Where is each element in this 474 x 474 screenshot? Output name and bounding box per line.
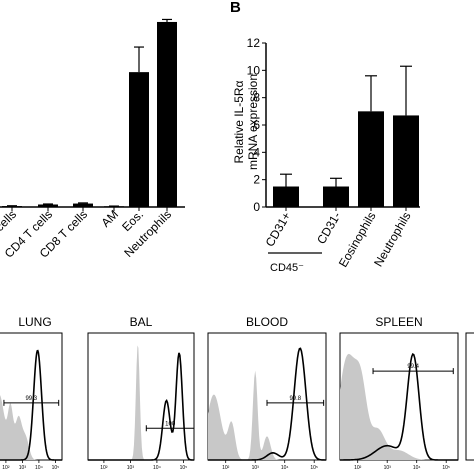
histogram-x-tick-label: 10⁴ [35, 465, 43, 471]
histogram-title: BLOOD [246, 315, 288, 329]
panel-b-category-label: CD31- [314, 210, 343, 247]
gate-value: 99.4 [407, 364, 419, 370]
panel-b-y-tick-label: 0 [253, 200, 260, 214]
panel-b-bar [393, 115, 419, 207]
panel-b-bar [273, 186, 299, 207]
histogram-x-tick-label: 10⁵ [442, 465, 450, 471]
histogram-x-tick-label: 10⁴ [153, 465, 161, 471]
sample-histogram [339, 353, 458, 461]
panel-b-y-tick-label: 12 [247, 36, 261, 50]
panel-a-bar [104, 206, 124, 208]
gate-value: 99.3 [25, 396, 37, 402]
panel-b-letter: B [230, 0, 241, 16]
control-histogram [0, 395, 62, 460]
panel-b-bar [323, 186, 349, 207]
panel-b-y-tick-label: 6 [253, 118, 260, 132]
histogram-x-tick-label: 10² [354, 465, 362, 471]
panel-b-ylabel-line1: Relative IL-5Rα [232, 80, 246, 163]
panel-b-y-tick-label: 2 [253, 173, 260, 187]
histogram-x-tick-label: 10³ [19, 465, 27, 471]
histogram-x-tick-label: 10⁴ [413, 465, 421, 471]
histogram-x-tick-label: 10² [2, 465, 10, 471]
histogram-title: BAL [130, 315, 153, 329]
panel-a-category-label: AM [98, 207, 121, 230]
sample-histogram [88, 352, 195, 461]
histogram-x-tick-label: 10⁴ [281, 465, 289, 471]
histogram-x-tick-label: 10³ [127, 465, 135, 471]
panel-b-category-label: Neutrophils [371, 210, 413, 270]
panel-b-bar [358, 111, 384, 207]
panel-b-category-label: CD31+ [263, 210, 294, 250]
histogram-x-tick-label: 10² [222, 465, 230, 471]
panel-a-bar [38, 204, 58, 207]
control-histogram [208, 370, 326, 460]
panel-b-bar-chart: Relative IL-5Rα mRNA expression CD45⁻ 0 2… [232, 36, 420, 274]
panel-b-group-label: CD45⁻ [270, 262, 304, 274]
histogram-x-tick-label: 10⁵ [310, 465, 318, 471]
panel-b-y-tick-label: 8 [253, 91, 260, 105]
panel-b-ylabel-line2: mRNA expression [246, 74, 260, 170]
control-histogram [88, 345, 194, 460]
control-histogram [340, 353, 458, 460]
gate-value: 100 [165, 421, 176, 427]
flow-histogram-panels: LUNG 99.3 10² 10³ 10⁴ 10⁵ BAL 100 10² 10³ 10⁴ 10⁵ BL… [0, 315, 474, 471]
histogram-x-tick-label: 10⁵ [52, 465, 60, 471]
histogram-x-tick-label: 10² [100, 465, 108, 471]
panel-b-y-tick-label: 4 [253, 145, 260, 159]
panel-a-bar [2, 206, 22, 208]
panel-a-bar [129, 72, 149, 208]
histogram-x-tick-label: 10³ [384, 465, 392, 471]
histogram-frame-partial [465, 332, 474, 461]
histogram-title: SPLEEN [375, 315, 422, 329]
panel-b-y-tick-label: 10 [247, 63, 261, 77]
sample-histogram [0, 349, 62, 461]
histogram-x-tick-label: 10³ [252, 465, 260, 471]
panel-a-bar [157, 21, 177, 208]
gate-value: 99.8 [289, 396, 301, 402]
sample-histogram [208, 347, 326, 461]
histogram-x-tick-label: 10⁵ [180, 465, 188, 471]
histogram-title: LUNG [18, 315, 51, 329]
panel-a-bar [73, 203, 93, 207]
